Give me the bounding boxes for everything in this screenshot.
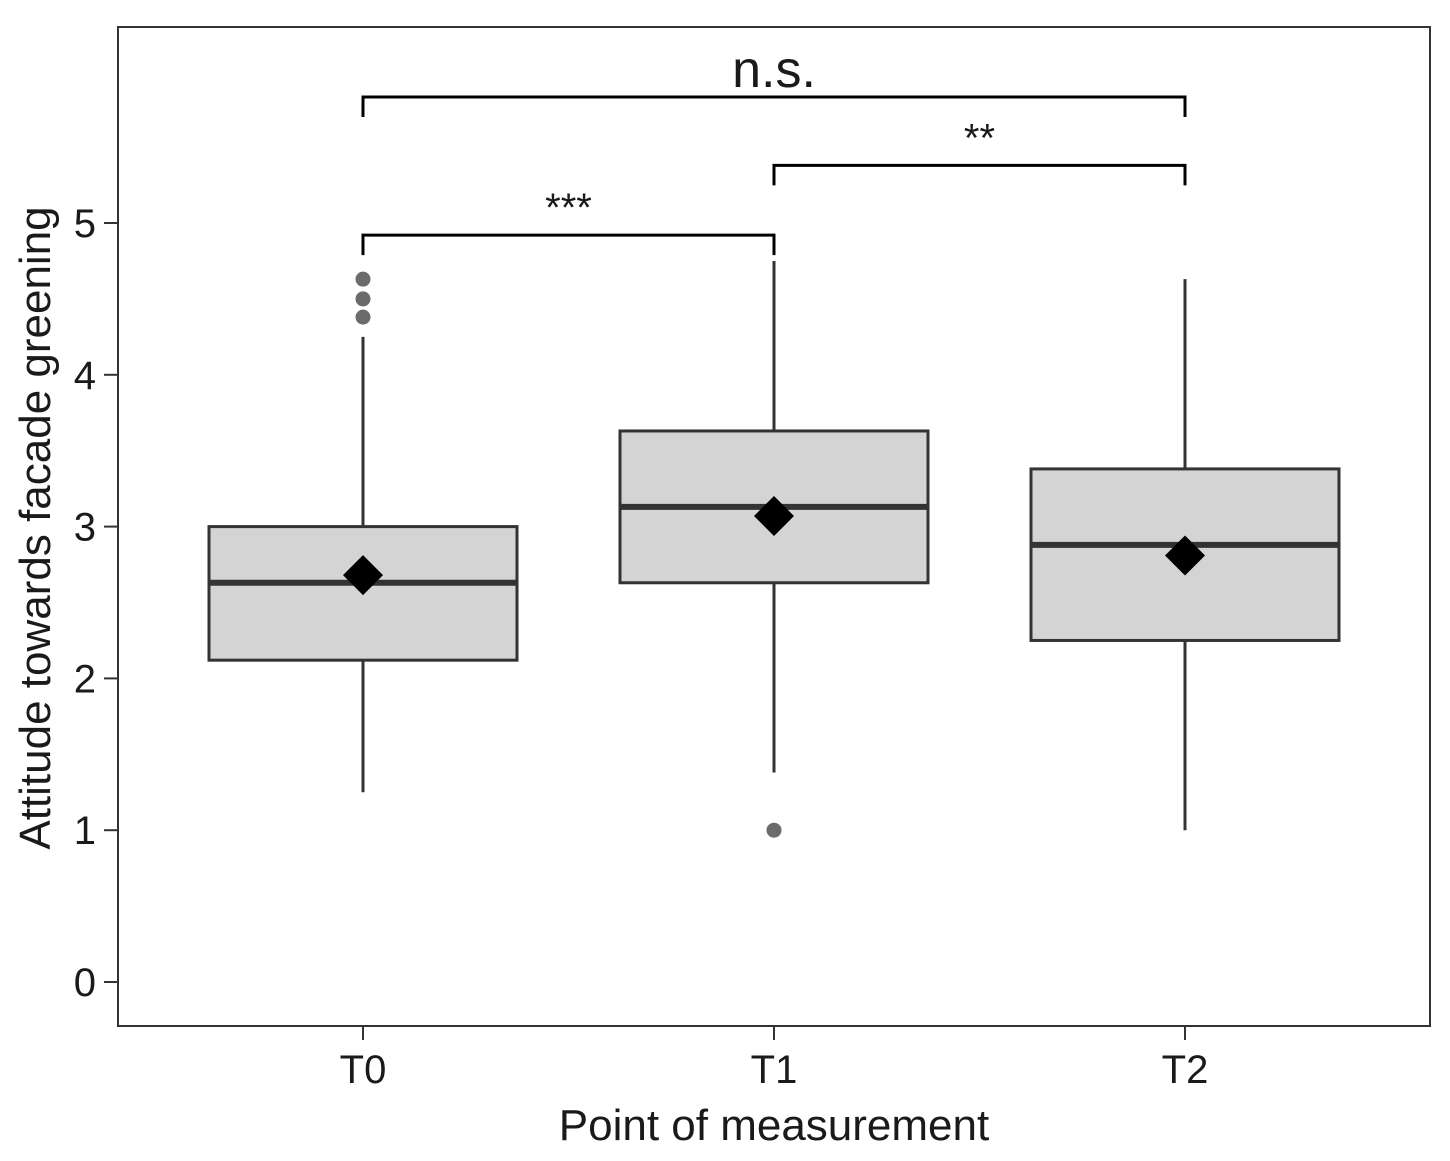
outlier-point (355, 309, 371, 325)
y-axis-title: Attitude towards facade greening (11, 206, 60, 849)
x-axis-title: Point of measurement (559, 1101, 989, 1150)
outlier-point (766, 822, 782, 838)
y-tick-label: 5 (74, 202, 96, 246)
y-tick-label: 4 (74, 354, 96, 398)
x-axis: T0 T1 T2 (340, 1026, 1209, 1092)
x-tick-label: T1 (751, 1048, 798, 1092)
bracket-line (361, 95, 1187, 118)
box-group-t0 (207, 271, 519, 793)
significance-bracket: n.s. (361, 41, 1187, 118)
y-tick-label: 2 (74, 657, 96, 701)
box-group-t2 (1029, 279, 1341, 831)
y-axis: 0 1 2 3 4 5 (74, 202, 118, 1005)
y-tick-label: 1 (74, 809, 96, 853)
mean-marker (1165, 535, 1205, 576)
significance-bracket: *** (361, 186, 776, 256)
plot-area: *****n.s. (207, 41, 1341, 838)
x-tick-label: T0 (340, 1048, 387, 1092)
significance-bracket: ** (772, 116, 1187, 186)
x-tick-label: T2 (1162, 1048, 1209, 1092)
outlier-point (355, 271, 371, 287)
box-group-t1 (618, 260, 930, 838)
y-tick-label: 0 (74, 961, 96, 1005)
bracket-line (772, 163, 1187, 186)
outlier-point (355, 291, 371, 307)
mean-marker (754, 495, 794, 536)
significance-label: *** (545, 186, 592, 230)
significance-label: ** (964, 116, 995, 160)
significance-label: n.s. (732, 41, 816, 99)
mean-marker (343, 555, 383, 596)
y-tick-label: 3 (74, 506, 96, 550)
bracket-line (361, 233, 776, 256)
